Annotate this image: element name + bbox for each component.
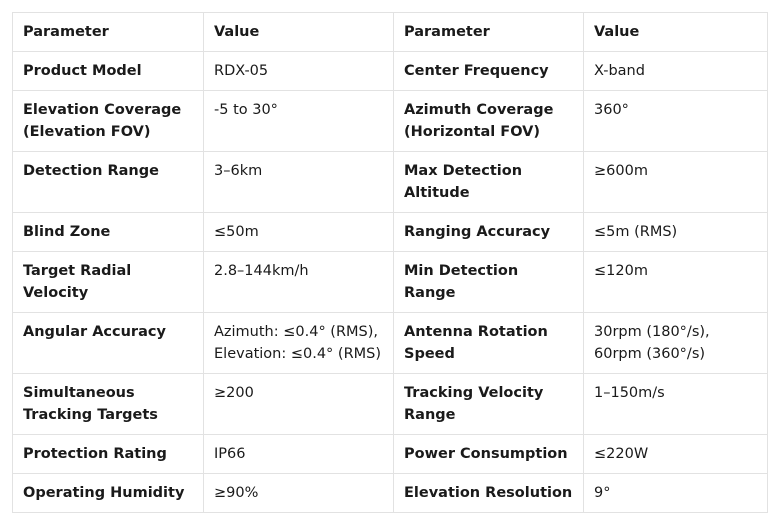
header-cell: Parameter [393, 12, 584, 52]
page: Parameter Value Parameter Value Product Mod… [12, 12, 768, 513]
value-cell: 3–6km [203, 151, 394, 213]
parameter-cell: Blind Zone [12, 212, 204, 252]
header-cell: Parameter [12, 12, 204, 52]
table-row: Simultaneous Tracking Targets ≥200 Trackin… [12, 373, 768, 435]
parameter-cell: Elevation Coverage (Elevation FOV) [12, 90, 204, 152]
header-cell: Value [203, 12, 394, 52]
value-cell: X-band [583, 51, 768, 91]
parameter-cell: Tracking Velocity Range [393, 373, 584, 435]
value-cell: ≤120m [583, 251, 768, 313]
parameter-cell: Antenna Rotation Speed [393, 312, 584, 374]
value-cell: ≤5m (RMS) [583, 212, 768, 252]
value-cell: ≤50m [203, 212, 394, 252]
parameter-cell: Protection Rating [12, 434, 204, 474]
table-row: Angular Accuracy Azimuth: ≤0.4° (RMS), El… [12, 312, 768, 374]
parameter-cell: Max Detection Altitude [393, 151, 584, 213]
value-cell: IP66 [203, 434, 394, 474]
value-cell: ≤220W [583, 434, 768, 474]
parameter-cell: Elevation Resolution [393, 473, 584, 513]
value-cell: -5 to 30° [203, 90, 394, 152]
spec-table: Parameter Value Parameter Value Product Mod… [12, 12, 768, 513]
parameter-cell: Target Radial Velocity [12, 251, 204, 313]
table-row: Target Radial Velocity 2.8–144km/h Min Det… [12, 251, 768, 313]
parameter-cell: Power Consumption [393, 434, 584, 474]
parameter-cell: Azimuth Coverage (Horizontal FOV) [393, 90, 584, 152]
parameter-cell: Operating Humidity [12, 473, 204, 513]
table-row: Protection Rating IP66 Power Consumption ≤2… [12, 434, 768, 474]
header-row: Parameter Value Parameter Value [12, 12, 768, 52]
value-cell: 2.8–144km/h [203, 251, 394, 313]
value-cell: 30rpm (180°/s), 60rpm (360°/s) [583, 312, 768, 374]
value-cell: 9° [583, 473, 768, 513]
parameter-cell: Simultaneous Tracking Targets [12, 373, 204, 435]
value-cell: 360° [583, 90, 768, 152]
table-row: Blind Zone ≤50m Ranging Accuracy ≤5m (RMS) [12, 212, 768, 252]
value-cell: RDX-05 [203, 51, 394, 91]
table-row: Detection Range 3–6km Max Detection Altitu… [12, 151, 768, 213]
value-cell: Azimuth: ≤0.4° (RMS), Elevation: ≤0.4° (… [203, 312, 394, 374]
parameter-cell: Center Frequency [393, 51, 584, 91]
header-cell: Value [583, 12, 768, 52]
table-row: Operating Humidity ≥90% Elevation Resoluti… [12, 473, 768, 513]
value-cell: ≥200 [203, 373, 394, 435]
parameter-cell: Detection Range [12, 151, 204, 213]
table-body: Product Model RDX-05 Center Frequency X-ban… [12, 51, 768, 513]
parameter-cell: Angular Accuracy [12, 312, 204, 374]
table-row: Product Model RDX-05 Center Frequency X-ban… [12, 51, 768, 91]
parameter-cell: Ranging Accuracy [393, 212, 584, 252]
table-row: Elevation Coverage (Elevation FOV) -5 to … [12, 90, 768, 152]
parameter-cell: Min Detection Range [393, 251, 584, 313]
value-cell: ≥90% [203, 473, 394, 513]
value-cell: 1–150m/s [583, 373, 768, 435]
parameter-cell: Product Model [12, 51, 204, 91]
value-cell: ≥600m [583, 151, 768, 213]
